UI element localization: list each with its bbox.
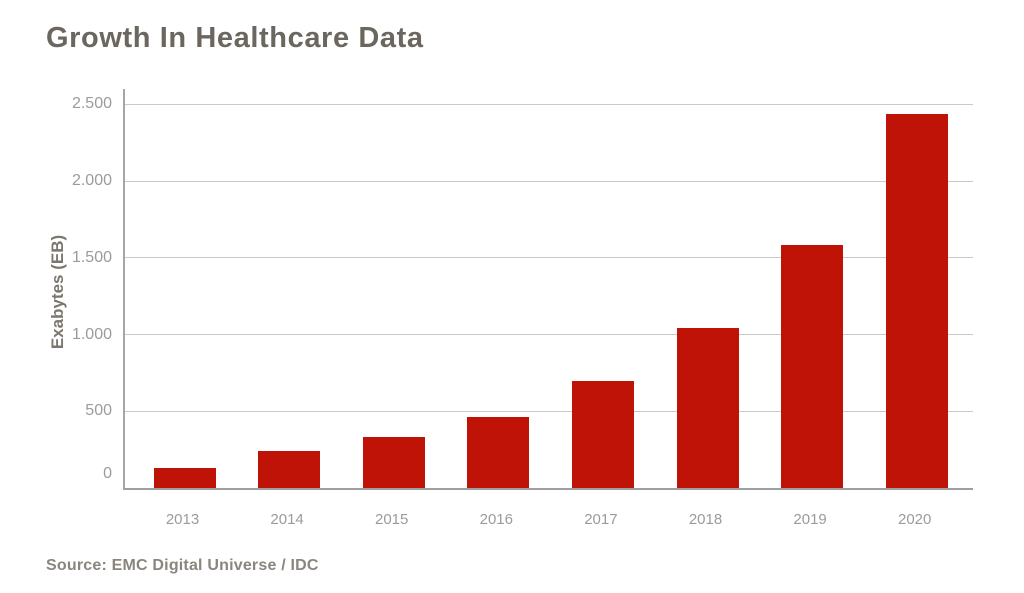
bar-2013 (153, 468, 216, 488)
bar-2017 (571, 381, 634, 488)
y-tick-label-500: 500 (85, 402, 112, 420)
x-tick-label-2015: 2015 (375, 511, 409, 528)
bar-2016 (467, 416, 530, 488)
bar-2019 (781, 244, 844, 488)
x-tick-label-2020: 2020 (898, 511, 932, 528)
bar-2020 (885, 114, 948, 488)
plot-area (123, 89, 973, 490)
x-tick-label-2017: 2017 (584, 511, 618, 528)
bar-2015 (362, 437, 425, 488)
source-caption: Source: EMC Digital Universe / IDC (46, 557, 319, 574)
y-tick-label-1000: 1.000 (71, 325, 112, 343)
gridline-1500 (125, 257, 973, 259)
x-tick-label-2014: 2014 (270, 511, 304, 528)
x-tick-label-2013: 2013 (165, 511, 200, 528)
x-tick-label-2018: 2018 (688, 511, 723, 528)
x-tick-label-2016: 2016 (479, 511, 513, 528)
y-tick-label-2000: 2.000 (71, 172, 112, 190)
bar-2014 (258, 451, 321, 488)
y-tick-label-2500: 2.500 (71, 95, 112, 113)
chart-title: Growth In Healthcare Data (46, 22, 424, 54)
y-tick-label-1500: 1.500 (71, 248, 112, 266)
gridline-2000 (125, 180, 973, 182)
gridline-1000 (125, 334, 973, 336)
y-tick-label-0: 0 (103, 465, 112, 482)
gridline-2500 (125, 103, 973, 105)
gridline-500 (125, 410, 973, 412)
bar-2018 (676, 328, 739, 488)
x-tick-label-2019: 2019 (793, 511, 827, 528)
